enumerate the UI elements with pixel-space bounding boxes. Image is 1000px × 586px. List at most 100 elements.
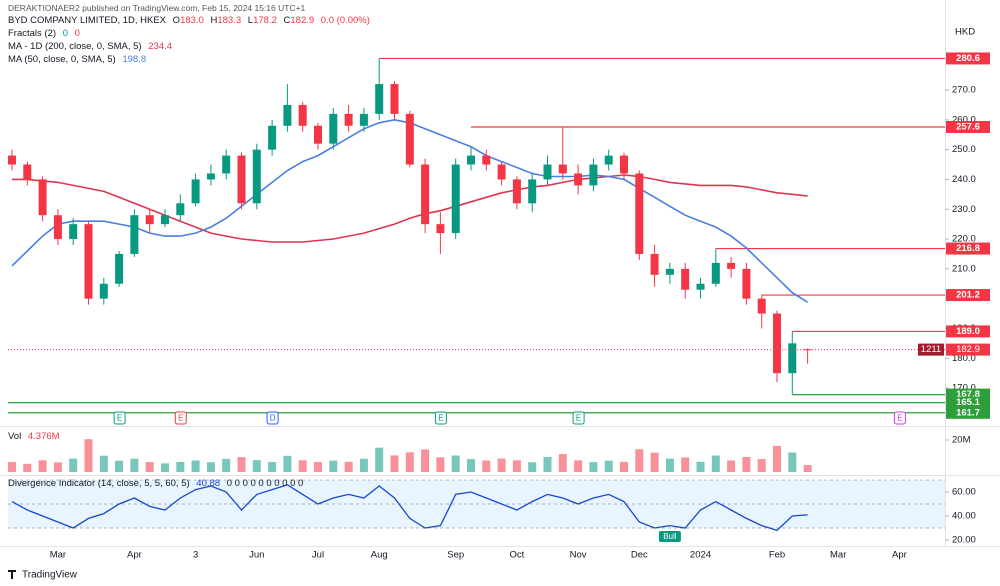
ma-line: [12, 174, 808, 243]
event-marker: [113, 411, 126, 425]
level-label-box: [946, 396, 990, 409]
symbol-legend: BYD COMPANY LIMITED, 1D, HKEX O183.0 H18…: [8, 15, 374, 27]
volume-bar: [283, 455, 292, 472]
y-tick-label: 180.0: [952, 353, 976, 364]
volume-bar: [727, 460, 736, 472]
event-label: E: [897, 414, 902, 423]
candle-body: [23, 164, 32, 180]
volume-bar: [8, 462, 16, 472]
candle-body: [635, 173, 644, 254]
x-tick-label: Jul: [312, 550, 324, 561]
fractals-up: 0: [62, 28, 68, 39]
candle-body: [38, 179, 47, 216]
volume-bar: [359, 458, 368, 472]
last-price: 182.9: [956, 344, 980, 355]
level-label-box: [946, 406, 990, 419]
x-tick-label: Jun: [249, 550, 264, 561]
volume-bar: [681, 457, 690, 472]
y-tick-label: 250.0: [952, 144, 976, 155]
candle-body: [742, 268, 751, 299]
candle-body: [589, 164, 598, 186]
candle-body: [283, 104, 292, 126]
x-tick-label: 2024: [690, 550, 711, 561]
event-marker: [174, 411, 187, 425]
volume-bar: [497, 458, 506, 472]
candle-body: [512, 179, 521, 204]
level-label-box: [946, 289, 990, 302]
candle-body: [405, 113, 414, 165]
fractals-name: Fractals (2): [8, 28, 57, 39]
candle-body: [390, 84, 399, 114]
candle-body: [298, 104, 307, 126]
candle-body: [161, 215, 169, 225]
volume-bar: [69, 458, 78, 472]
event-label: E: [178, 414, 183, 423]
level-label-box: [946, 120, 990, 133]
level-label-box: [946, 242, 990, 255]
candle-body: [620, 155, 628, 174]
volume-bar: [711, 455, 720, 472]
level-label-box: [946, 52, 990, 65]
event-label: E: [576, 414, 581, 423]
volume-bar: [742, 456, 751, 472]
candle-body: [711, 262, 720, 284]
volume-bar: [145, 462, 154, 472]
x-tick-label: 3: [193, 550, 198, 561]
ohlc-value: 183.0: [180, 15, 204, 26]
fractals-down: 0: [74, 28, 80, 39]
level-label: 165.1: [956, 397, 980, 408]
x-tick-label: Aug: [371, 550, 388, 561]
candle-body: [268, 125, 277, 150]
candle-body: [558, 164, 567, 174]
event-label: D: [270, 414, 276, 423]
volume-bar: [696, 461, 705, 472]
candle-body: [727, 262, 736, 269]
event-marker: [572, 411, 585, 425]
volume-bar: [421, 449, 430, 472]
x-tick-label: Sep: [447, 550, 464, 561]
volume-bar: [375, 447, 384, 472]
candle-body: [130, 215, 139, 254]
ma50-legend: MA (50, close, 0, SMA, 5) 198.8: [8, 54, 150, 66]
volume-bar: [176, 461, 185, 472]
indicator-line: [11, 484, 808, 532]
volume-bar: [298, 460, 307, 472]
ohlc-value: 183.3: [217, 15, 242, 26]
y-tick-label: 20M: [952, 435, 971, 446]
level-label: 201.2: [956, 290, 980, 301]
volume-title: Vol: [8, 431, 22, 442]
level-label: 216.8: [956, 243, 980, 254]
ma200-legend: MA - 1D (200, close, 0, SMA, 5) 234.4: [8, 41, 176, 53]
candle-body: [99, 283, 108, 299]
volume-bar: [604, 460, 613, 472]
candle-body: [604, 155, 613, 165]
volume-bar: [237, 457, 246, 472]
volume-bar: [620, 461, 628, 472]
candle-body: [696, 283, 705, 290]
candle-body: [436, 224, 445, 234]
event-marker: [893, 411, 906, 425]
x-tick-label: Nov: [570, 550, 587, 561]
y-tick-label: 20.00: [952, 534, 976, 545]
volume-bar: [390, 455, 399, 472]
volume-bar: [344, 461, 353, 472]
ohlc-letter: C: [283, 15, 291, 26]
volume-bar: [252, 460, 261, 472]
y-tick-label: 230.0: [952, 204, 976, 215]
ohlc-value: 178.2: [253, 15, 277, 26]
candle-body: [788, 343, 797, 374]
candle-body: [528, 179, 537, 204]
volume-bar: [803, 464, 812, 472]
volume-bar: [773, 445, 781, 472]
volume-bar: [650, 452, 659, 472]
candle-body: [69, 224, 78, 240]
candle-body: [329, 113, 338, 144]
candle-body: [176, 203, 185, 216]
y-tick-label: 260.0: [952, 114, 976, 125]
volume-bar: [161, 463, 169, 472]
x-tick-label: Mar: [50, 550, 66, 561]
y-tick-label: 60.00: [952, 487, 976, 498]
candle-body: [543, 164, 552, 180]
x-tick-label: Apr: [127, 550, 142, 561]
